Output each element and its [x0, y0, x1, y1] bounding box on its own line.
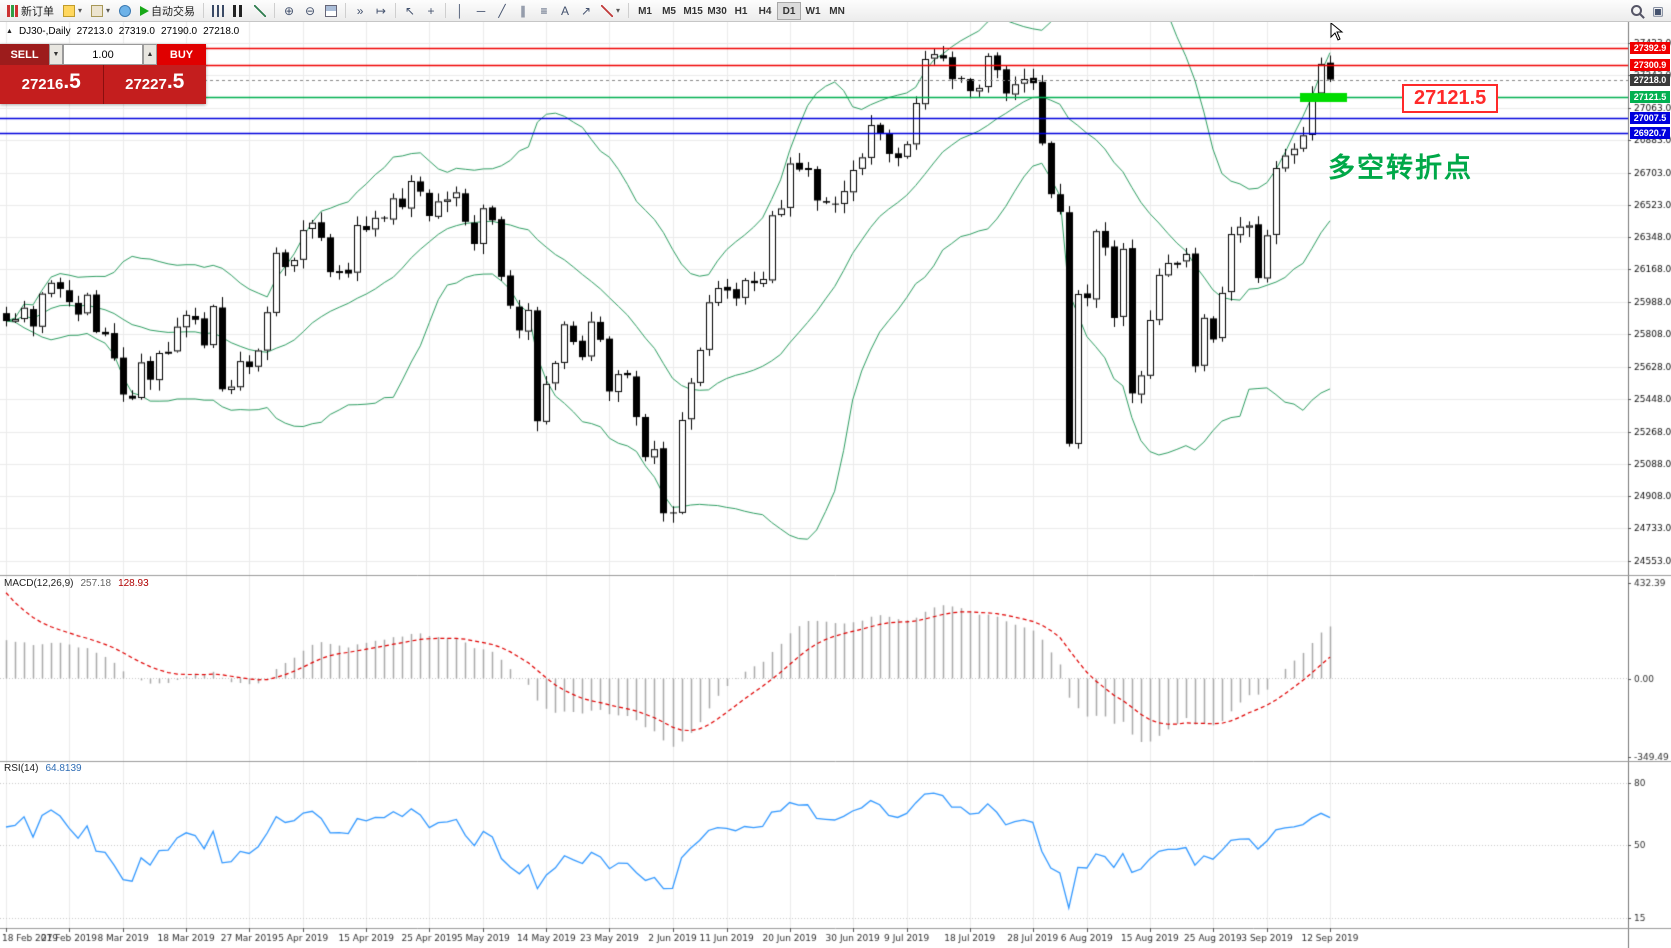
- volume-increase-button[interactable]: [143, 44, 157, 65]
- zoom-out-button[interactable]: ⊖: [300, 2, 320, 20]
- chart-shift-button[interactable]: ↦: [371, 2, 391, 20]
- toolbar-separator: [274, 3, 276, 18]
- channel-button[interactable]: ∥: [513, 2, 533, 20]
- toolbar-separator: [445, 3, 447, 18]
- profiles-button[interactable]: ▾: [87, 2, 114, 20]
- symbol-name: DJ30-,Daily: [18, 26, 71, 37]
- globe-icon: [119, 4, 132, 17]
- timeframe-m30-button[interactable]: M30: [705, 2, 729, 20]
- macd-signal-value: 128.93: [118, 578, 149, 589]
- buy-price-main: 27227: [125, 76, 167, 93]
- fibonacci-button[interactable]: ≡: [534, 2, 554, 20]
- sell-price-fraction: .5: [63, 69, 81, 93]
- bar-chart-button[interactable]: [208, 2, 228, 20]
- autotrading-label: 自动交易: [151, 5, 196, 18]
- trendline-button[interactable]: ╱: [492, 2, 512, 20]
- rsi-value: 64.8139: [45, 763, 82, 774]
- timeframe-w1-button[interactable]: W1: [801, 2, 825, 20]
- ohlc-low: 27190.0: [160, 26, 198, 37]
- search-icon: [1631, 5, 1642, 16]
- timeframe-strip: M1 M5 M15 M30 H1 H4 D1 W1 MN: [633, 1, 849, 21]
- arrows-button[interactable]: ↗: [576, 2, 596, 20]
- profiles-icon: [91, 4, 104, 17]
- candlestick-icon: [233, 4, 246, 17]
- new-order-label: 新订单: [21, 5, 54, 18]
- bar-chart-icon: [212, 4, 225, 17]
- zoom-in-button[interactable]: ⊕: [279, 2, 299, 20]
- new-order-icon: [7, 4, 19, 17]
- new-chart-button[interactable]: ▾: [59, 2, 86, 20]
- timeframe-mn-button[interactable]: MN: [825, 2, 849, 20]
- text-button[interactable]: A: [555, 2, 575, 20]
- chevron-down-icon: ▾: [78, 6, 83, 15]
- price-callout-box: 27121.5: [1402, 84, 1499, 113]
- price-level-label: 27121.5: [1630, 90, 1670, 103]
- volume-input[interactable]: [63, 44, 143, 65]
- macd-header: MACD(12,26,9) 257.18 128.93: [4, 578, 149, 589]
- buy-price-fraction: .5: [166, 69, 185, 93]
- ohlc-open: 27213.0: [76, 26, 113, 37]
- cursor-button[interactable]: ↖: [400, 2, 420, 20]
- chart-title: ▲ DJ30-,Daily 27213.0 27319.0 27190.0 27…: [6, 26, 239, 37]
- rsi-header: RSI(14) 64.8139: [4, 763, 82, 774]
- toolbar-separator: [203, 3, 205, 18]
- timeframe-m5-button[interactable]: M5: [657, 2, 681, 20]
- turning-point-annotation: 多空转折点: [1328, 153, 1473, 183]
- search-button[interactable]: [1627, 2, 1646, 20]
- tile-windows-button[interactable]: [321, 2, 341, 20]
- ohlc-high: 27319.0: [118, 26, 155, 37]
- indicators-button[interactable]: ▾: [597, 2, 624, 20]
- volume-decrease-button[interactable]: [49, 44, 63, 65]
- chevron-down-icon: ▾: [106, 6, 111, 15]
- timeframe-h1-button[interactable]: H1: [729, 2, 753, 20]
- new-order-button[interactable]: 新订单: [3, 2, 58, 20]
- sell-price-main: 27216: [21, 76, 64, 93]
- trade-controls-row: SELL BUY: [0, 44, 206, 65]
- horizontal-line-button[interactable]: ─: [471, 2, 491, 20]
- ohlc-close: 27218.0: [203, 26, 240, 37]
- vertical-line-button[interactable]: │: [450, 2, 470, 20]
- tile-windows-icon: [325, 4, 338, 17]
- play-icon: [140, 5, 150, 16]
- trade-prices-row: 27216.5 27227.5: [0, 65, 206, 104]
- sell-price[interactable]: 27216.5: [0, 65, 103, 104]
- timeframe-m1-button[interactable]: M1: [633, 2, 657, 20]
- auto-scroll-button[interactable]: »: [350, 2, 370, 20]
- rsi-title: RSI(14): [4, 763, 39, 774]
- indicators-icon: [601, 4, 614, 17]
- toolbar-right-group: ▣: [1627, 2, 1668, 20]
- price-level-label: 27218.0: [1630, 73, 1670, 86]
- line-chart-button[interactable]: [250, 2, 270, 20]
- chart-canvas[interactable]: [0, 22, 1671, 948]
- toolbar-separator: [628, 3, 630, 18]
- autotrading-button[interactable]: 自动交易: [136, 2, 199, 20]
- refresh-button[interactable]: [115, 2, 135, 20]
- price-level-label: 27300.9: [1630, 58, 1670, 71]
- timeframe-h4-button[interactable]: H4: [753, 2, 777, 20]
- toolbar-separator: [395, 3, 397, 18]
- window-icon: ▲: [6, 28, 13, 35]
- mouse-cursor: [1330, 23, 1344, 41]
- macd-value: 257.18: [80, 578, 112, 589]
- one-click-trading-panel: SELL BUY 27216.5 27227.5: [0, 44, 206, 104]
- crosshair-button[interactable]: +: [421, 2, 441, 20]
- window-layout-button[interactable]: ▣: [1648, 2, 1668, 20]
- sell-button[interactable]: SELL: [0, 44, 49, 65]
- timeframe-m15-button[interactable]: M15: [681, 2, 705, 20]
- line-chart-icon: [254, 4, 267, 17]
- buy-price[interactable]: 27227.5: [102, 65, 207, 104]
- price-level-label: 26920.7: [1630, 127, 1670, 140]
- macd-title: MACD(12,26,9): [4, 578, 74, 589]
- chart-icon: [63, 4, 75, 17]
- price-level-label: 27392.9: [1630, 42, 1670, 54]
- price-level-label: 27007.5: [1630, 111, 1670, 124]
- candlestick-chart-button[interactable]: [229, 2, 249, 20]
- buy-button[interactable]: BUY: [157, 44, 206, 65]
- main-toolbar: 新订单 ▾ ▾ 自动交易 ⊕ ⊖ » ↦ ↖ + │ ─ ╱ ∥ ≡ A ↗ ▾…: [0, 0, 1671, 22]
- chevron-down-icon: ▾: [616, 6, 621, 15]
- toolbar-separator: [345, 3, 347, 18]
- timeframe-d1-button[interactable]: D1: [777, 2, 802, 21]
